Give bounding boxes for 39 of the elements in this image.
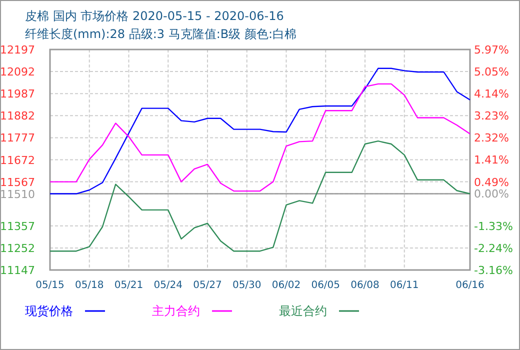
y-tick-label: 11357 [0, 220, 35, 233]
y-tick-label: 11147 [0, 264, 35, 277]
y2-tick-label: 2.32% [474, 132, 509, 145]
legend-label: 最近合约 [279, 304, 327, 318]
y-tick-label: 11882 [0, 110, 35, 123]
line-series [49, 140, 471, 252]
chart-title: 皮棉 国内 市场价格 2020-05-15 - 2020-06-16 [25, 9, 284, 23]
chart-subtitle: 纤维长度(mm):28 品级:3 马克隆值:B级 颜色:白棉 [25, 27, 296, 41]
x-tick-label: 06/11 [390, 280, 419, 291]
y2-tick-label: -3.16% [474, 264, 513, 277]
y2-tick-label: 5.97% [474, 44, 509, 56]
y2-tick-label: 3.23% [474, 110, 509, 123]
y-tick-label: 11510 [0, 188, 35, 201]
y2-tick-label: 5.05% [474, 66, 509, 79]
x-tick-label: 06/05 [311, 280, 340, 291]
y-tick-label: 11567 [0, 176, 35, 189]
y-tick-label: 11252 [0, 242, 35, 255]
x-tick-label: 06/02 [272, 280, 301, 291]
y-tick-label: 12092 [0, 66, 35, 79]
y2-tick-label: 1.41% [474, 154, 509, 167]
y-tick-label: 11777 [0, 132, 35, 145]
legend-label: 主力合约 [152, 304, 200, 318]
y-tick-label: 11987 [0, 88, 35, 101]
y-tick-label: 11672 [0, 154, 35, 167]
y2-tick-label: 0.49% [474, 176, 509, 189]
y2-tick-label: 4.14% [474, 88, 509, 101]
legend-label: 现货价格 [25, 304, 73, 318]
y-tick-label: 12197 [0, 44, 35, 56]
x-tick-label: 05/21 [114, 280, 144, 291]
x-tick-label: 05/30 [232, 280, 262, 291]
x-tick-label: 06/08 [350, 280, 380, 291]
y2-tick-label: -1.33% [474, 220, 513, 233]
x-tick-label: 05/18 [74, 280, 104, 291]
y2-tick-label: -2.24% [474, 242, 513, 255]
x-tick-label: 05/24 [154, 280, 183, 291]
x-tick-label: 05/27 [193, 280, 222, 291]
x-tick-label: 06/16 [456, 280, 484, 291]
y2-tick-label: 0.00% [474, 188, 509, 201]
x-tick-label: 05/15 [36, 280, 64, 291]
